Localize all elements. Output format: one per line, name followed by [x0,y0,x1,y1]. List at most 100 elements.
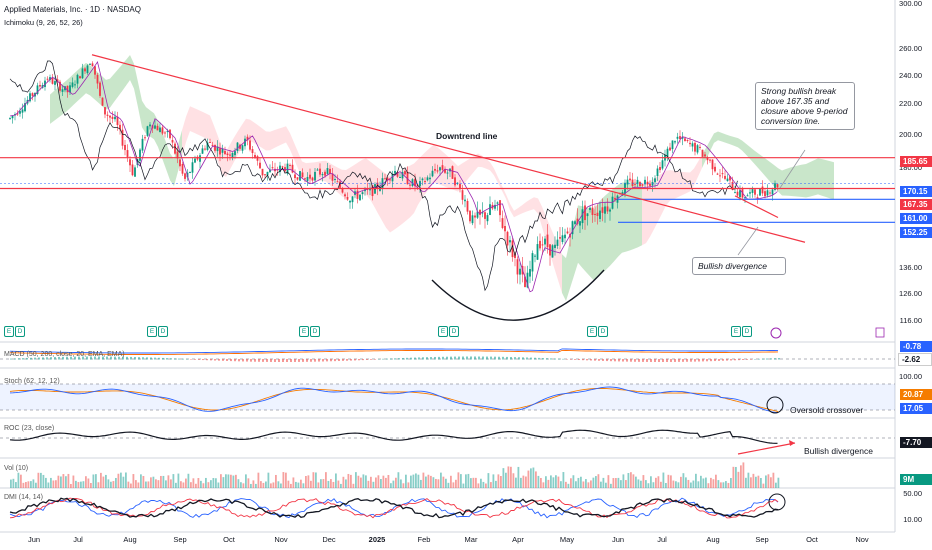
volume-bar [372,481,375,488]
candle [476,211,479,218]
macd-histogram-bar [158,357,160,360]
volume-bar [630,472,632,488]
kumo-cloud [398,169,402,228]
volume-bar [175,482,177,488]
volume-bar [497,474,500,488]
candle [394,170,396,174]
candle [496,202,499,204]
volume-bar [180,481,182,488]
macd-histogram-bar [670,359,672,362]
volume-bar [720,482,722,488]
dividend-event-icon[interactable]: D [742,326,752,337]
candle [756,197,759,199]
kumo-cloud [510,203,514,218]
kumo-cloud [306,162,310,181]
dividend-event-icon[interactable]: D [598,326,608,337]
dividend-event-icon[interactable]: D [449,326,459,337]
earnings-event-icon[interactable]: E [731,326,741,337]
volume-bar [165,480,167,488]
kumo-cloud [66,77,70,112]
volume-bar [562,472,565,488]
candle [279,165,281,172]
stoch-k-line [9,387,779,412]
candle [356,190,359,199]
candle [701,149,704,157]
candle [191,162,194,173]
candle [321,174,324,176]
volume-bar [707,483,710,488]
kumo-cloud [614,185,618,262]
macd-histogram-bar [50,357,52,360]
candle [79,76,81,79]
candle [556,239,559,246]
macd-histogram-bar [334,359,336,362]
volume-bar [487,473,490,488]
candle [769,192,771,194]
candle [316,169,319,171]
volume-bar [757,475,760,488]
x-tick-aug: Aug [123,535,137,544]
candle [236,142,239,151]
volume-bar [120,472,122,488]
earnings-event-icon[interactable]: E [299,326,309,337]
candle [226,153,229,156]
macd-histogram-bar [210,359,212,361]
kumo-cloud [506,194,510,211]
volume-bar [302,483,305,488]
macd-histogram-bar [166,358,168,360]
dmi-label: DMI (14, 14) [4,494,43,501]
earnings-event-icon[interactable]: E [587,326,597,337]
kumo-cloud [478,153,482,168]
macd-histogram-bar [442,356,444,360]
candle [299,171,301,181]
earnings-event-icon[interactable]: E [4,326,14,337]
candle [216,146,219,152]
candle [106,114,109,116]
kumo-cloud [754,150,758,168]
volume-bar [532,467,535,488]
candle [164,132,166,134]
macd-histogram-bar [510,357,512,360]
volume-bar [552,477,555,488]
volume-bar [202,483,205,488]
dmi-line [9,497,779,519]
kumo-cloud [270,130,274,151]
volume-bar [732,466,735,488]
macd-histogram-bar [422,357,424,360]
macd-histogram-bar [674,359,676,362]
earnings-event-icon[interactable]: E [147,326,157,337]
tag-resistance: 185.65 [900,156,932,167]
volume-bar [250,483,252,488]
candle [364,189,366,192]
kumo-cloud [126,54,130,86]
volume-bar [545,476,547,488]
kumo-cloud [778,168,782,196]
candle [566,231,569,234]
volume-bar [495,480,497,488]
tag-stoch-k: 20.87 [900,389,932,400]
macd-histogram-bar [62,356,64,360]
dividend-event-icon[interactable]: D [15,326,25,337]
macd-histogram-bar [390,358,392,360]
volume-bar [457,472,460,488]
candle [154,125,156,129]
macd-histogram-bar [554,358,556,360]
macd-histogram-bar [74,356,76,360]
candle [229,154,231,156]
earnings-event-icon[interactable]: E [438,326,448,337]
volume-bar [637,479,640,488]
candle [631,179,634,187]
volume-bar [505,472,507,488]
volume-bar [100,472,102,488]
volume-bar [442,476,445,488]
dividend-event-icon[interactable]: D [158,326,168,337]
volume-bar [170,479,172,488]
candle [251,149,254,154]
kumo-cloud [738,138,742,151]
macd-histogram-bar [230,359,232,362]
volume-bar [647,483,650,488]
macd-histogram-bar [754,358,756,360]
candle [459,183,461,190]
dividend-event-icon[interactable]: D [310,326,320,337]
